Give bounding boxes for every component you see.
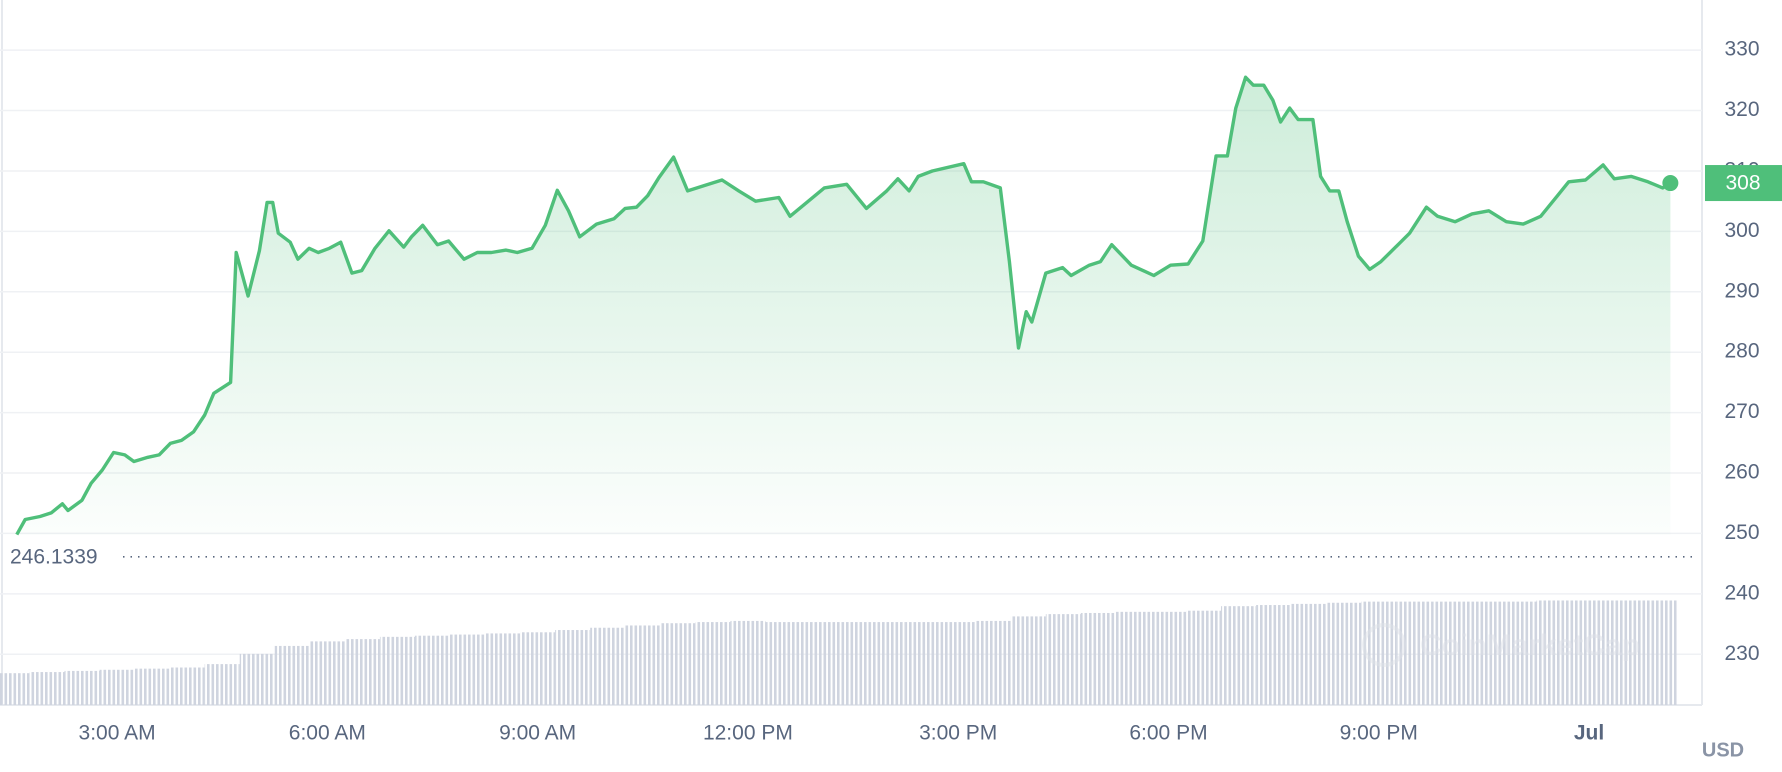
volume-bar <box>239 653 275 705</box>
volume-bar <box>835 622 871 705</box>
volume-bar <box>1326 602 1362 705</box>
plot: 246.1339 <box>10 75 1693 568</box>
volume-bar <box>1606 600 1642 705</box>
x-tick-label: 12:00 PM <box>703 722 793 745</box>
volume-bar <box>975 620 1011 705</box>
volume-bar <box>134 668 170 705</box>
volume-bar <box>450 634 486 705</box>
volume-bar <box>1010 616 1046 705</box>
volume-bar <box>695 622 731 705</box>
watermark-logo <box>1362 623 1406 667</box>
x-tick-label: 3:00 PM <box>919 722 997 745</box>
volume-bar <box>169 667 205 705</box>
volume-bar <box>204 664 240 705</box>
volume-bar <box>1256 605 1292 705</box>
volume-bar <box>730 620 766 705</box>
volume-bar <box>414 635 451 705</box>
volume-bar <box>344 639 380 705</box>
currency-label: USD <box>1702 739 1744 761</box>
volume-bar <box>379 636 415 705</box>
volume-bar <box>1221 606 1257 705</box>
y-tick-label: 250 <box>1724 521 1759 544</box>
y-tick-label: 320 <box>1724 98 1759 121</box>
volume-bar <box>1571 600 1607 705</box>
price-tag-label: 308 <box>1725 172 1760 195</box>
y-tick-label: 280 <box>1724 340 1759 363</box>
y-tick-label: 230 <box>1724 642 1759 665</box>
volume-bar <box>1080 612 1116 705</box>
volume-bar <box>64 670 100 705</box>
volume-bar <box>1431 601 1467 705</box>
volume-bar <box>520 632 556 705</box>
volume-bar <box>0 673 30 705</box>
x-tick-label: 6:00 AM <box>289 722 366 745</box>
volume-bar <box>660 623 696 705</box>
price-tag <box>1705 165 1782 202</box>
volume-bar <box>1291 603 1327 705</box>
volume-bar <box>590 627 626 705</box>
x-tick-label: 9:00 PM <box>1340 722 1418 745</box>
x-tick-label: 3:00 AM <box>79 722 156 745</box>
volume-bar <box>870 622 906 705</box>
volume-bar <box>765 622 801 705</box>
watermark: CoinMarketCap <box>1362 623 1640 667</box>
volume-bar <box>29 672 65 705</box>
volume-bar <box>274 645 310 705</box>
y-tick-label: 290 <box>1724 279 1759 302</box>
volume-bar <box>99 669 135 705</box>
volume-bar <box>1150 611 1187 705</box>
x-tick-label: 6:00 PM <box>1129 722 1207 745</box>
volume-bar <box>1045 614 1081 705</box>
volume-bar <box>1536 600 1572 705</box>
x-tick-label: 9:00 AM <box>499 722 576 745</box>
x-tick-label: Jul <box>1574 722 1604 745</box>
volume-bar <box>309 641 345 705</box>
watermark-text: CoinMarketCap <box>1420 629 1640 662</box>
y-tick-label: 240 <box>1724 581 1759 604</box>
reference-label: 246.1339 <box>10 545 98 568</box>
volume-bar <box>1115 611 1151 705</box>
volume-bar <box>1641 600 1677 705</box>
volume-bar <box>940 622 976 705</box>
y-tick-label: 300 <box>1724 219 1759 242</box>
volume-bar <box>800 622 836 705</box>
price-line <box>15 75 1672 536</box>
y-tick-label: 260 <box>1724 461 1759 484</box>
y-tick-label: 270 <box>1724 400 1759 423</box>
volume-bar <box>1186 610 1222 705</box>
volume-bar <box>1501 601 1537 705</box>
volume-bar <box>905 622 941 705</box>
last-price-dot <box>1662 175 1679 192</box>
volume-bar <box>555 630 591 705</box>
volume-bar <box>1466 601 1502 705</box>
y-tick-label: 330 <box>1724 38 1759 61</box>
volume-bar <box>485 633 521 705</box>
price-area <box>16 77 1671 535</box>
volume-bar <box>625 625 661 705</box>
volume-bars <box>0 600 1677 705</box>
